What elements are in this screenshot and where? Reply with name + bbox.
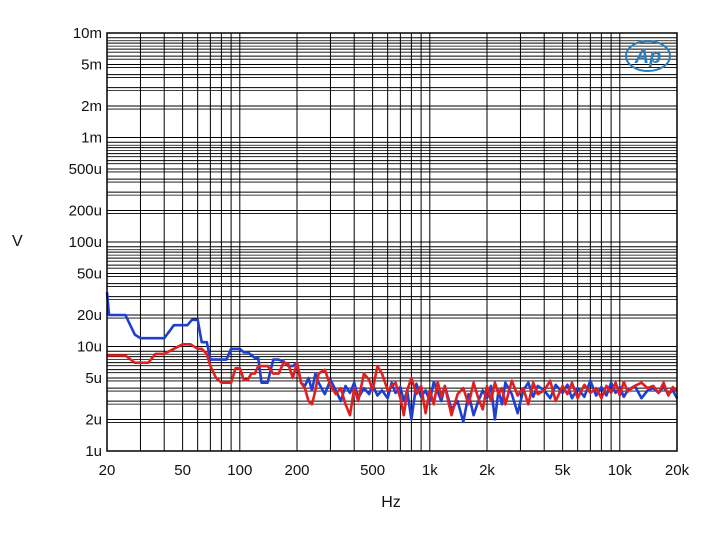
- y-tick-label: 200u: [69, 203, 102, 220]
- x-tick-label: 1k: [422, 462, 438, 479]
- y-tick-label: 100u: [69, 234, 102, 251]
- x-tick-label: 500: [360, 462, 385, 479]
- y-tick-label: 10u: [77, 339, 102, 356]
- grid: [106, 33, 678, 452]
- x-tick-label: 5k: [555, 462, 571, 479]
- x-axis-label: Hz: [381, 494, 401, 511]
- x-tick-label: 200: [284, 462, 309, 479]
- y-tick-label: 2m: [81, 98, 102, 115]
- ap-logo-text: Ap: [634, 46, 662, 68]
- y-tick-label: 1u: [85, 443, 102, 460]
- y-tick-label: 20u: [77, 307, 102, 324]
- x-tick-label: 10k: [608, 462, 633, 479]
- y-tick-label: 10m: [73, 25, 102, 42]
- y-tick-label: 5m: [81, 56, 102, 73]
- series-layer: [105, 292, 679, 424]
- x-tick-label: 2k: [479, 462, 495, 479]
- y-tick-label: 50u: [77, 265, 102, 282]
- x-tick-label: 20: [99, 462, 116, 479]
- ap-logo: Ap: [625, 40, 671, 72]
- y-tick-label: 5u: [85, 370, 102, 387]
- y-tick-label: 1m: [81, 130, 102, 147]
- y-axis-label: V: [12, 233, 23, 250]
- y-tick-labels: 10m 5m 2m 1m 500u 200u 100u 50u 20u 10u 5u 2u 1u: [69, 25, 102, 460]
- y-tick-label: 500u: [69, 161, 102, 178]
- series-line-2: [107, 342, 678, 417]
- x-tick-label: 100: [227, 462, 252, 479]
- x-tick-labels: 20 50 100 200 500 1k 2k 5k 10k 20k: [99, 462, 690, 479]
- y-tick-label: 2u: [85, 412, 102, 429]
- plot-frame: [106, 32, 678, 452]
- x-tick-label: 20k: [665, 462, 690, 479]
- x-tick-label: 50: [174, 462, 191, 479]
